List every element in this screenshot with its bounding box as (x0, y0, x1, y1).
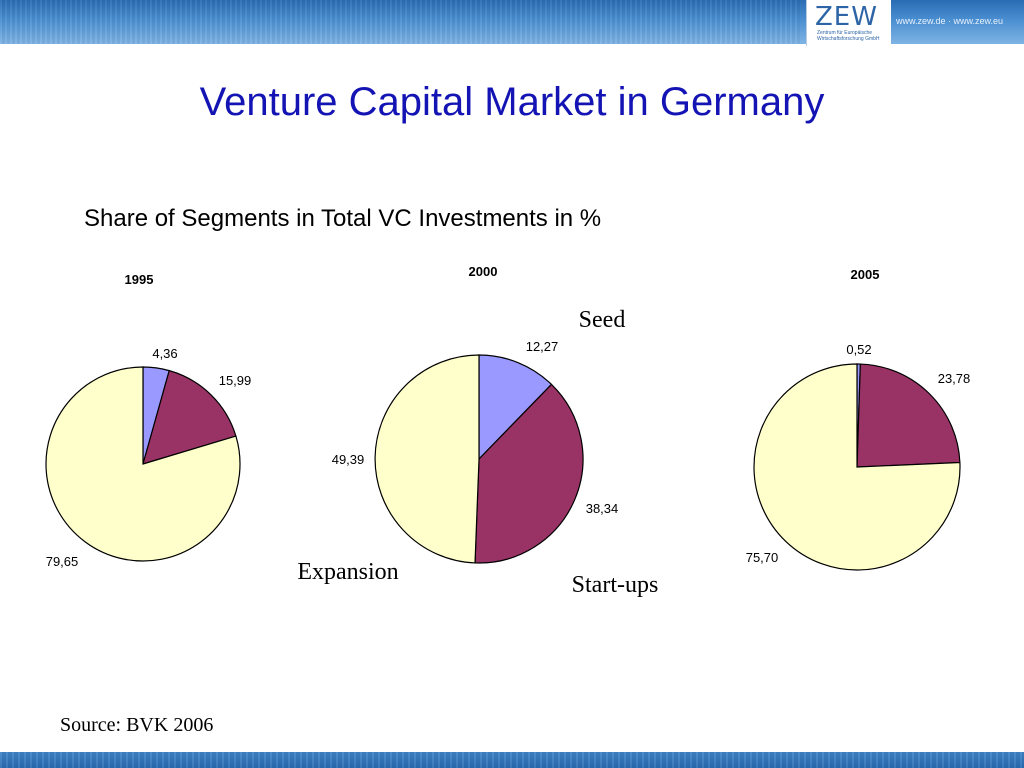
pie-slice-1995-start-ups (142, 369, 237, 465)
data-label-2000-start-ups: 38,34 (586, 501, 619, 516)
data-label-2005-start-ups: 23,78 (938, 371, 971, 386)
zew-logo: ZEW Zentrum für Europäische Wirtschaftsf… (806, 0, 891, 46)
pie-slice-1995-expansion (45, 366, 241, 562)
header-url: www.zew.de · www.zew.eu (896, 16, 1004, 26)
data-label-1995-start-ups: 15,99 (219, 373, 252, 388)
pie-slice-2000-start-ups (474, 383, 584, 564)
segment-label-start-ups: Start-ups (572, 572, 659, 598)
data-label-2000-seed: 12,27 (526, 339, 559, 354)
data-label-1995-expansion: 79,65 (46, 554, 79, 569)
pie-title-2005: 2005 (851, 267, 880, 282)
segment-label-expansion: Expansion (297, 559, 398, 585)
data-label-2000-expansion: 49,39 (332, 452, 365, 467)
segment-label-seed: Seed (579, 307, 626, 333)
bottom-banner (0, 752, 1024, 768)
data-label-2005-expansion: 75,70 (746, 550, 779, 565)
pie-title-2000: 2000 (469, 264, 498, 279)
data-label-1995-seed: 4,36 (152, 346, 177, 361)
pie-slice-2000-seed (478, 354, 553, 461)
logo-wordmark: ZEW (815, 2, 878, 32)
banner-texture (0, 0, 800, 44)
pie-slice-2000-expansion (374, 354, 480, 564)
logo-subtitle: Zentrum für Europäische Wirtschaftsforsc… (817, 30, 880, 42)
chart-subtitle: Share of Segments in Total VC Investment… (84, 205, 602, 232)
pie-title-1995: 1995 (125, 272, 154, 287)
slide-title: Venture Capital Market in Germany (199, 80, 825, 124)
data-label-2005-seed: 0,52 (846, 342, 871, 357)
source-note: Source: BVK 2006 (60, 714, 214, 736)
pie-slice-2005-start-ups (856, 363, 961, 468)
pie-slice-2005-expansion (753, 363, 961, 571)
